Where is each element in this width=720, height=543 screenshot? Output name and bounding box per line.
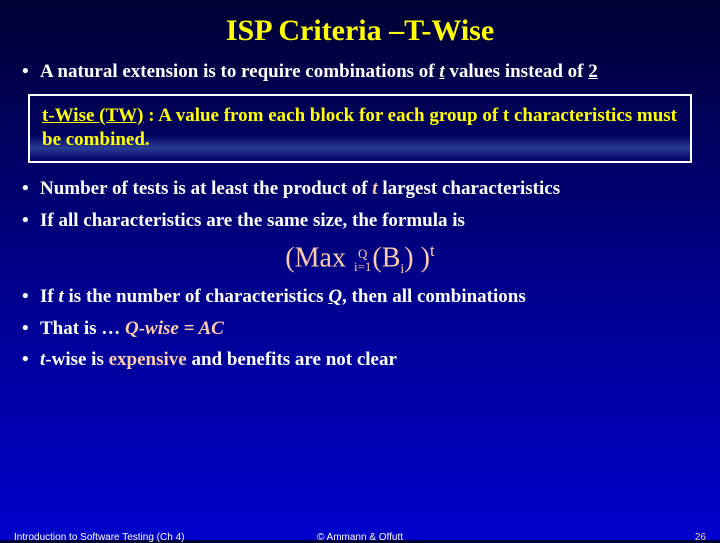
bullet-6: t-wise is expensive and benefits are not…	[22, 348, 698, 372]
bullet-2: Number of tests is at least the product …	[22, 177, 698, 201]
bullet-3: If all characteristics are the same size…	[22, 209, 698, 233]
formula-close1: )	[404, 242, 413, 273]
slide-body: A natural extension is to require combin…	[0, 60, 720, 372]
bullet-4: If t is the number of characteristics Q,…	[22, 285, 698, 309]
bullet-1: A natural extension is to require combin…	[22, 60, 698, 84]
formula: (Max Q i=1 (Bi) )t	[22, 241, 698, 275]
text: Number of tests is at least the product …	[40, 178, 372, 199]
slide-title: ISP Criteria –T-Wise	[0, 0, 720, 60]
limit-top: Q	[354, 247, 371, 260]
q-wise-ac: Q-wise = AC	[125, 318, 224, 339]
footer-page-number: 26	[695, 532, 706, 543]
formula-mid: (B	[372, 242, 400, 273]
text: is the number of characteristics	[64, 286, 329, 307]
footer-mid: © Ammann & Offutt	[317, 532, 403, 543]
formula-limits: Q i=1	[354, 247, 371, 273]
text: If all characteristics are the same size…	[40, 210, 465, 231]
text: and benefits are not clear	[187, 349, 397, 370]
text: That is …	[40, 318, 125, 339]
formula-sup-t: t	[430, 241, 435, 260]
callout-lead: t-Wise (TW)	[42, 105, 144, 126]
text: A natural extension is to require combin…	[40, 61, 439, 82]
text: values instead of	[445, 61, 589, 82]
text: largest characteristics	[378, 178, 561, 199]
expensive: expensive	[109, 349, 187, 370]
var-q: Q	[328, 286, 342, 307]
bullet-5: That is … Q-wise = AC	[22, 317, 698, 341]
text: -wise is	[45, 349, 108, 370]
footer-left: Introduction to Software Testing (Ch 4)	[14, 532, 184, 543]
text: , then all combinations	[342, 286, 526, 307]
limit-bot: i=1	[354, 260, 371, 273]
text: If	[40, 286, 58, 307]
definition-box: t-Wise (TW) : A value from each block fo…	[28, 94, 692, 164]
formula-open: (Max	[285, 242, 346, 273]
formula-close2: )	[421, 242, 430, 273]
val-2: 2	[588, 61, 598, 82]
